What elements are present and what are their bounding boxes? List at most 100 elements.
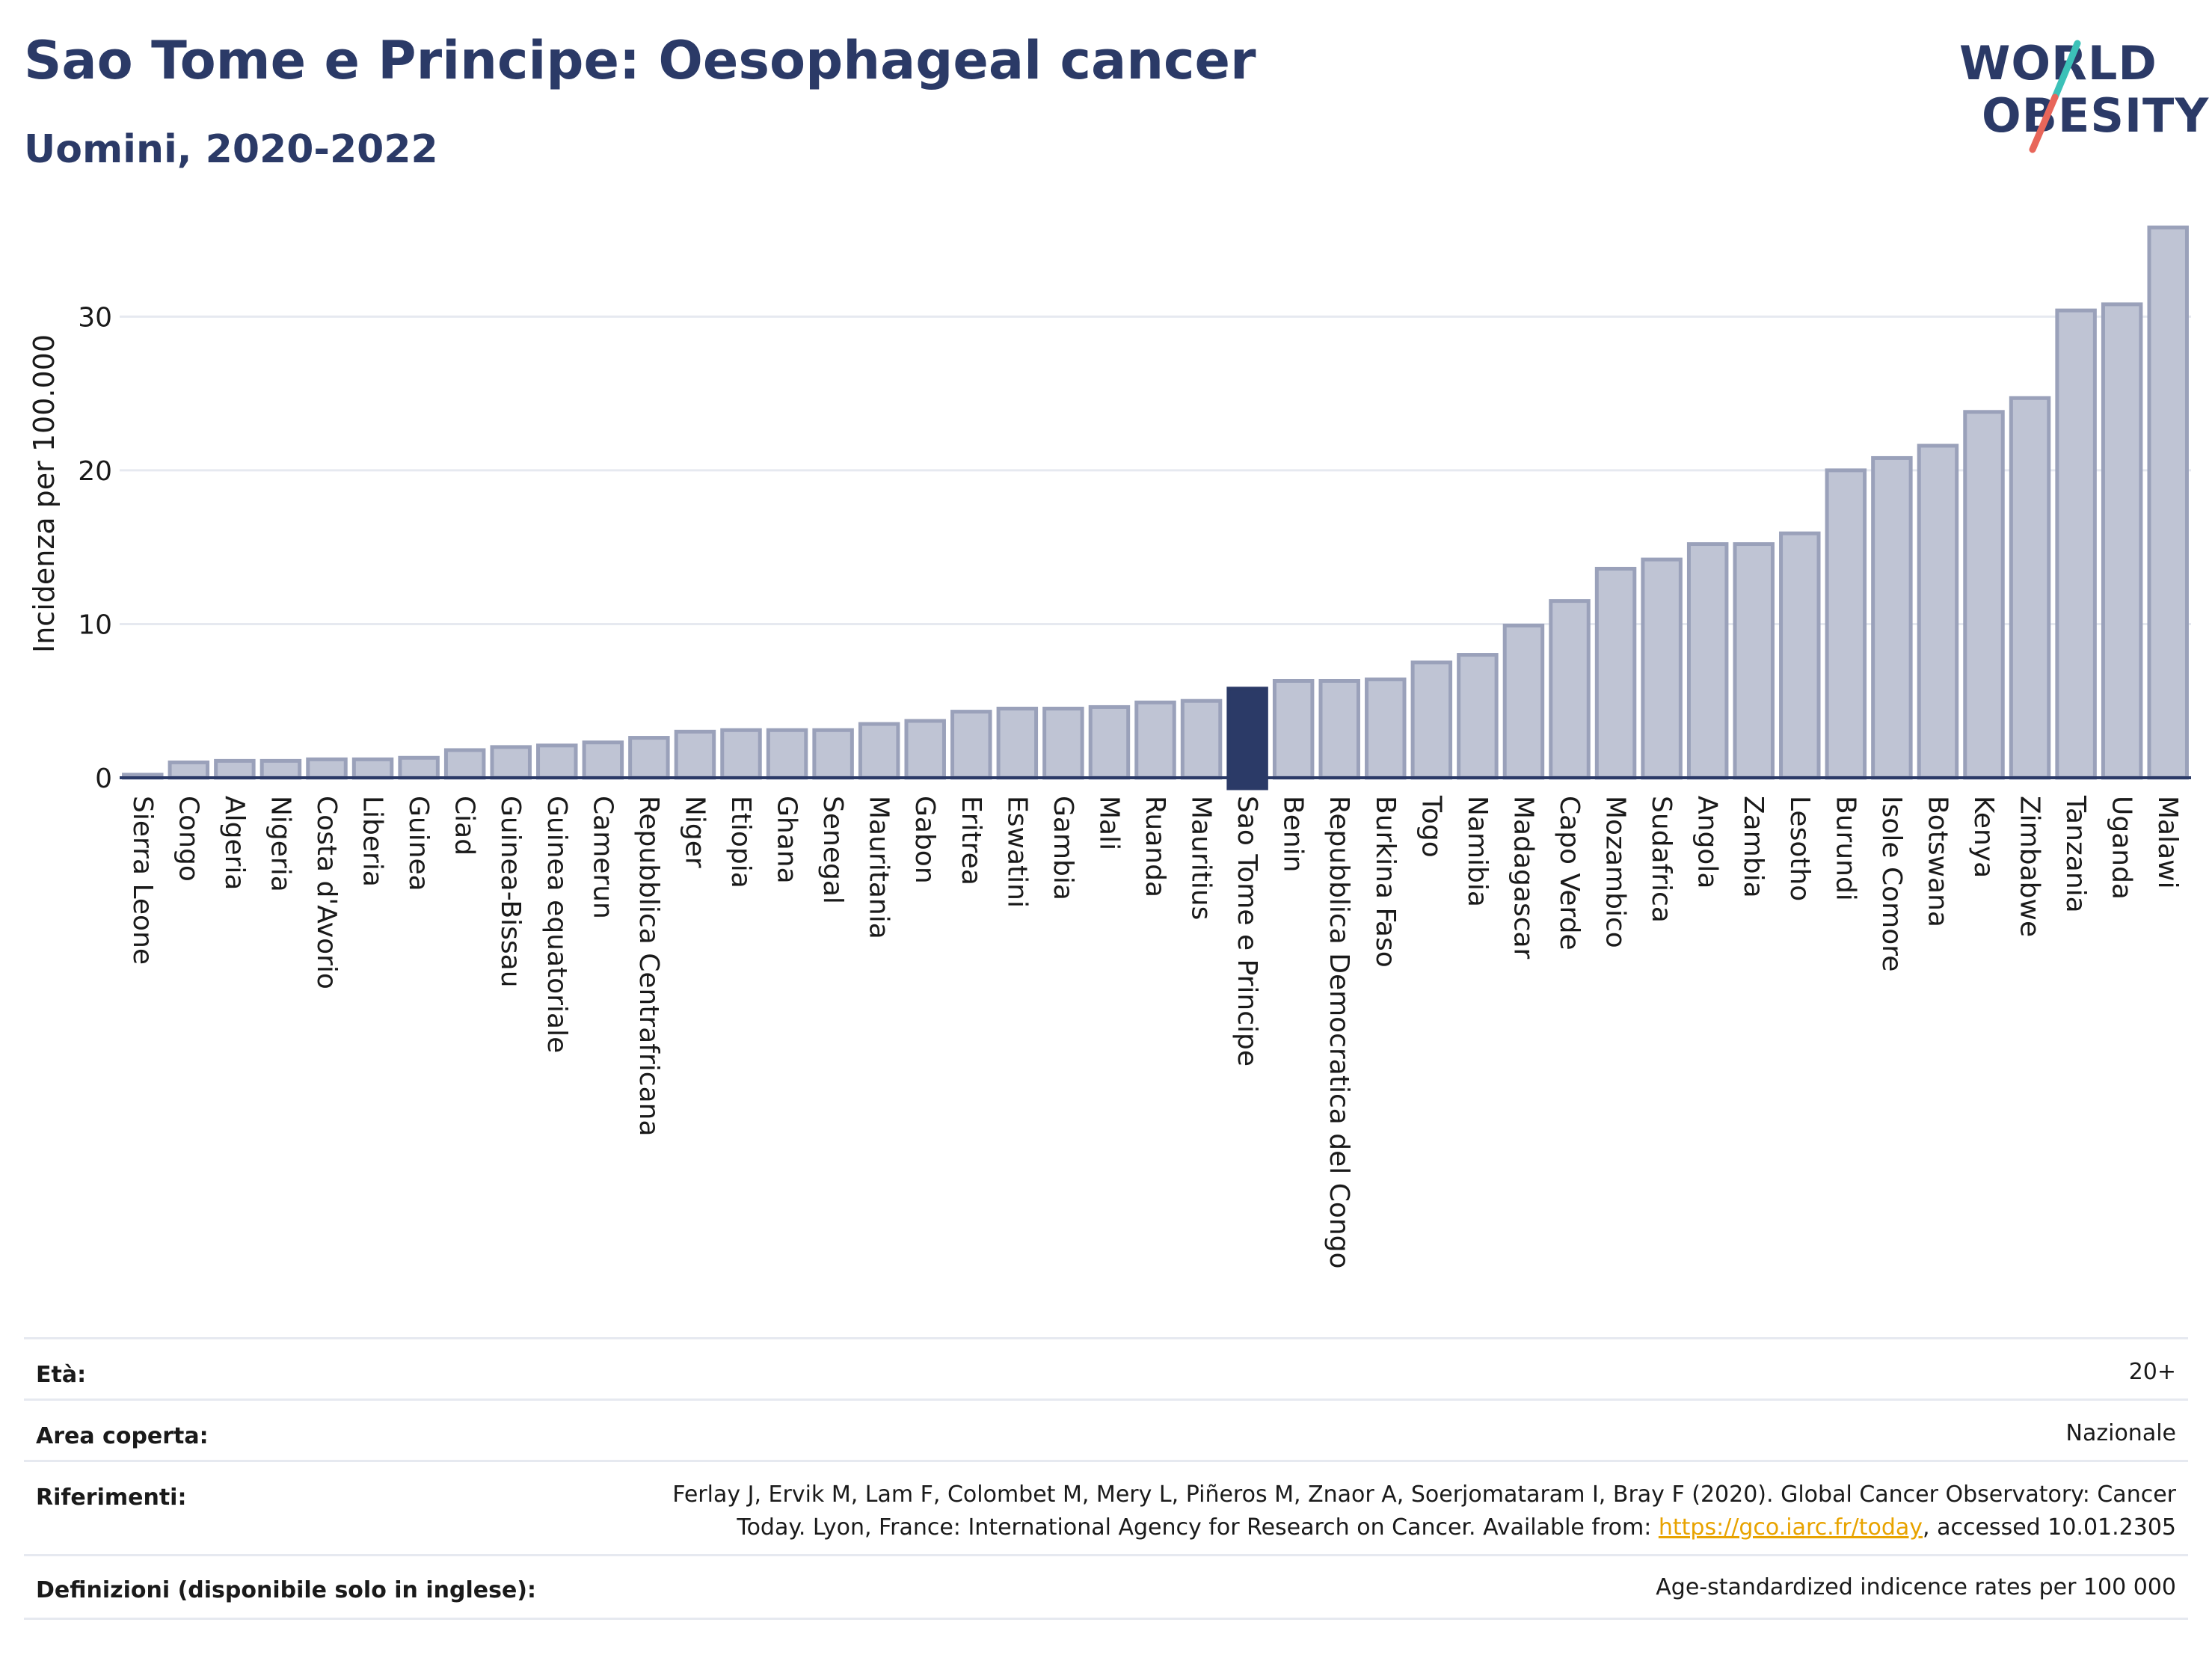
bar: [1594, 566, 1637, 780]
meta-label-references: Riferimenti:: [36, 1484, 187, 1511]
reference-accessed: , accessed 10.01.2305: [1923, 1514, 2176, 1541]
x-tick-label: Capo Verde: [1554, 796, 1585, 951]
bar: [1825, 468, 1867, 780]
x-tick-label: Mozambico: [1600, 796, 1631, 948]
x-tick-label: Guinea: [403, 796, 434, 891]
x-tick-label: Sao Tome e Principe: [1232, 796, 1262, 1066]
x-tick-label: Tanzania: [2060, 795, 2091, 913]
bar: [351, 757, 394, 780]
bar: [2055, 308, 2097, 780]
bar-highlighted: [1226, 687, 1268, 790]
x-tick-label: Eswatini: [1001, 796, 1032, 908]
x-tick-label: Repubblica Democratica del Congo: [1324, 796, 1354, 1269]
x-tick-label: Benin: [1278, 796, 1309, 872]
bar: [168, 760, 210, 780]
bar: [2009, 396, 2051, 780]
bar: [812, 728, 854, 780]
x-tick-label: Guinea-Bissau: [495, 796, 526, 988]
bar: [1365, 677, 1407, 780]
meta-row-age: Età: 20+: [24, 1337, 2188, 1401]
bar: [2101, 302, 2143, 780]
reference-line-1: Ferlay J, Ervik M, Lam F, Colombet M, Me…: [672, 1481, 2176, 1508]
chart-title: Sao Tome e Principe: Oesophageal cancer: [24, 30, 1256, 91]
x-tick-label: Uganda: [2107, 796, 2137, 900]
x-tick-label: Togo: [1416, 795, 1446, 858]
bar: [1410, 660, 1453, 780]
bar: [628, 736, 670, 780]
x-tick-label: Burundi: [1830, 796, 1861, 901]
bar: [536, 743, 578, 780]
bar: [1272, 679, 1315, 780]
bar: [490, 745, 532, 780]
x-tick-label: Algeria: [219, 796, 250, 891]
bar: [259, 758, 302, 780]
x-tick-label: Sierra Leone: [127, 796, 158, 965]
meta-label-definitions: Definizioni (disponibile solo in inglese…: [36, 1577, 536, 1603]
bar: [996, 707, 1039, 780]
meta-row-references: Riferimenti: Ferlay J, Ervik M, Lam F, C…: [24, 1460, 2188, 1556]
x-tick-label: Isole Comore: [1876, 796, 1907, 971]
meta-row-definitions: Definizioni (disponibile solo in inglese…: [24, 1554, 2188, 1620]
meta-label-area: Area coperta:: [36, 1423, 209, 1449]
bar: [1963, 410, 2005, 780]
reference-line-2: Today. Lyon, France: International Agenc…: [672, 1511, 2176, 1544]
bar-chart: 0 10 20 30 Sierra Leone Congo Algeria Nigeria Co…: [28, 225, 2191, 1269]
y-tick-label: 20: [78, 456, 112, 487]
bar: [1686, 542, 1729, 780]
y-tick-label: 30: [78, 302, 112, 333]
bar: [306, 757, 348, 780]
bar: [1733, 542, 1775, 780]
x-tick-label: Burkina Faso: [1370, 796, 1401, 968]
x-tick-label: Costa d'Avorio: [311, 796, 342, 989]
bar: [1180, 698, 1223, 780]
logo-line-2: OBESITY: [1982, 88, 2210, 143]
bar: [582, 740, 624, 780]
bar: [1871, 455, 1913, 780]
x-tick-label: Kenya: [1968, 796, 1999, 878]
world-obesity-logo: WORLD OBESITY: [1944, 22, 2208, 157]
x-tick-label: Nigeria: [265, 796, 295, 892]
x-tick-label: Ciad: [449, 796, 480, 856]
bar: [1457, 653, 1499, 780]
x-tick-label: Congo: [173, 796, 203, 882]
bar: [1502, 624, 1545, 780]
bar: [443, 748, 486, 780]
axes: 0 10 20 30 Sierra Leone Congo Algeria Nigeria Co…: [78, 302, 2191, 1269]
x-tick-label: Malawi: [2152, 796, 2183, 889]
meta-row-area: Area coperta: Nazionale: [24, 1398, 2188, 1462]
bar: [766, 728, 808, 780]
x-tick-label: Zambia: [1738, 796, 1769, 898]
chart-subtitle: Uomini, 2020-2022: [24, 127, 438, 172]
y-tick-label: 0: [95, 764, 112, 794]
bars: [122, 225, 2189, 790]
bar: [1549, 599, 1591, 780]
bar: [398, 755, 440, 780]
bar: [858, 722, 900, 780]
x-tick-label: Zimbabwe: [2015, 796, 2045, 937]
meta-value-age: 20+: [2128, 1359, 2176, 1385]
bar: [1779, 531, 1821, 780]
x-tick-label: Niger: [679, 796, 710, 868]
y-tick-label: 10: [78, 610, 112, 640]
bar: [2147, 225, 2189, 780]
x-tick-label: Angola: [1692, 796, 1723, 888]
x-tick-label: Mali: [1093, 796, 1124, 850]
reference-link[interactable]: https://gco.iarc.fr/today: [1658, 1514, 1923, 1541]
bar: [1318, 679, 1360, 780]
bar: [1134, 700, 1176, 780]
x-tick-label: Namibia: [1462, 796, 1493, 907]
meta-value-references: Ferlay J, Ervik M, Lam F, Colombet M, Me…: [672, 1479, 2176, 1544]
bar: [214, 758, 256, 780]
x-tick-label: Ghana: [772, 796, 802, 884]
bar: [720, 728, 762, 780]
x-tick-label: Madagascar: [1508, 796, 1538, 959]
bar: [1042, 707, 1084, 780]
x-tick-label: Liberia: [357, 796, 388, 887]
bar: [674, 729, 716, 780]
x-tick-label: Repubblica Centrafricana: [633, 796, 664, 1137]
bar: [1088, 704, 1131, 780]
meta-value-definitions: Age-standardized indicence rates per 100…: [1656, 1574, 2176, 1600]
x-tick-label: Gambia: [1048, 796, 1078, 900]
x-tick-label: Sudafrica: [1646, 796, 1677, 923]
logo-slash-icon: [2029, 40, 2081, 153]
